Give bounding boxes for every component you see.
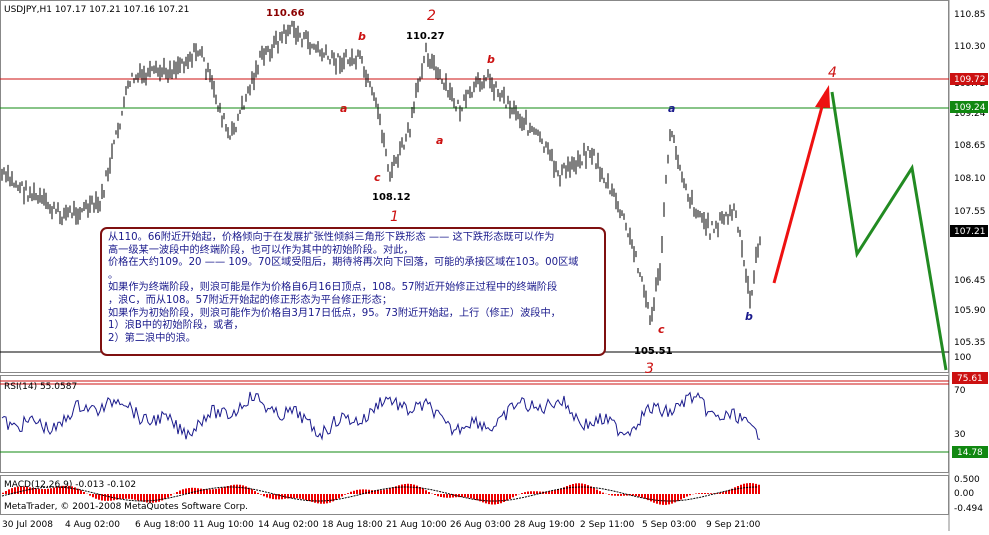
forecast-up-arrow [772,91,828,284]
rsi-line [1,391,761,441]
badge-support-text: 109.24 [954,103,986,113]
price-bars [1,20,761,325]
time-tick: 6 Aug 18:00 [135,520,190,530]
note-line: 2）第二浪中的浪。 [108,332,196,344]
wave-sub-b2: b [487,53,495,66]
chart-header: USDJPY,H1 107.17 107.21 107.16 107.21 [4,5,189,15]
macd-axis: 0.500 0.00 -0.494 [954,475,983,514]
price-tick: 110.30 [954,42,986,52]
analysis-note-box: 从110。66附近开始起，价格倾向于在发展扩张性倾斜三角形下跌形态 —— 这下跌… [100,227,606,356]
rsi-badge-lower-text: 14.78 [957,448,983,458]
time-tick: 11 Aug 10:00 [193,520,254,530]
wave-sub-a1: a [340,102,347,115]
price-tick: 110.85 [954,10,986,20]
macd-signal-line [1,486,758,502]
rsi-panel[interactable] [0,375,949,473]
badge-resistance [950,73,988,85]
note-line: 从110。66附近开始起，价格倾向于在发展扩张性倾斜三角形下跌形态 —— 这下跌… [108,232,555,243]
price-tick: 108.65 [954,141,986,151]
note-line: 价格在大约109。20 —— 109。70区域受阻后，期待将再次向下回落，可能的… [108,257,579,269]
time-tick: 30 Jul 2008 [2,520,53,530]
time-tick: 9 Sep 21:00 [706,520,761,530]
note-line: 。 [108,269,119,281]
badge-current [950,225,988,237]
badge-resistance-text: 109.72 [954,75,986,85]
time-axis: 30 Jul 2008 4 Aug 02:00 6 Aug 18:00 11 A… [2,520,761,530]
price-label-110-27: 110.27 [406,31,445,42]
price-label-105-51: 105.51 [634,346,673,357]
note-line: 高一级某一波段中的终端阶段，也可以作为其中的初始阶段。对此， [108,244,414,256]
forecast-path [830,91,948,371]
note-line: ，浪C，而从108。57附近开始起的修正形态为平台修正形态； [108,294,393,306]
note-line: 1）浪B中的初始阶段，或者， [108,320,244,332]
note-line: 如果作为终端阶段，则浪可能是作为价格自6月16日顶点，108。57附近开始修正过… [108,282,558,294]
macd-label: MACD(12,26,9) -0.013 -0.102 [4,480,136,490]
time-tick: 28 Aug 19:00 [514,520,575,530]
rsi-tick: 100 [954,353,971,363]
price-tick: 108.10 [954,174,986,184]
price-label-108-12: 108.12 [372,192,411,203]
wave-label-1: 1 [390,209,399,225]
time-tick: 5 Sep 03:00 [642,520,697,530]
wave-sub-a3: a [668,102,675,115]
time-tick: 26 Aug 03:00 [450,520,511,530]
note-line: 如果作为初始阶段，则浪可能作为价格自3月17日低点，95。73附近开始起，上行（… [108,307,561,319]
time-tick: 14 Aug 02:00 [258,520,319,530]
wave-label-4: 4 [828,65,837,81]
wave-sub-a2: a [436,134,443,147]
wave-sub-b1: b [358,30,366,43]
rsi-tick: 30 [954,430,966,440]
price-tick: 105.35 [954,338,986,348]
wave-sub-c1: c [374,171,381,184]
price-tick: 106.45 [954,276,986,286]
macd-tick: 0.00 [954,489,974,499]
macd-tick: 0.500 [954,475,980,485]
rsi-tick: 70 [954,386,966,396]
rsi-badge-upper-text: 75.61 [957,374,983,384]
rsi-label: RSI(14) 55.0587 [4,382,77,392]
price-tick: 109.24 [954,109,986,119]
rsi-axis: 100 70 30 [954,353,971,440]
copyright: MetaTrader, © 2001-2008 MetaQuotes Softw… [4,502,248,512]
badge-current-text: 107.21 [954,227,986,237]
time-tick: 4 Aug 02:00 [65,520,120,530]
price-tick: 107.55 [954,207,986,217]
wave-sub-c2: c [658,323,665,336]
wave-label-3: 3 [645,361,654,377]
time-tick: 2 Sep 11:00 [580,520,635,530]
wave-sub-b3: b [745,310,753,323]
forecast-arrowhead [815,85,830,108]
rsi-badge-lower [952,446,988,458]
time-tick: 21 Aug 10:00 [386,520,447,530]
macd-histogram [2,483,760,505]
badge-support [950,101,988,113]
price-axis: 110.85 110.30 109.72 109.24 108.65 108.1… [954,10,986,348]
price-label-110-66: 110.66 [266,8,305,19]
rsi-badge-upper [952,372,988,384]
price-tick: 105.90 [954,306,986,316]
wave-label-2: 2 [427,8,436,24]
macd-tick: -0.494 [954,504,983,514]
time-tick: 18 Aug 18:00 [322,520,383,530]
